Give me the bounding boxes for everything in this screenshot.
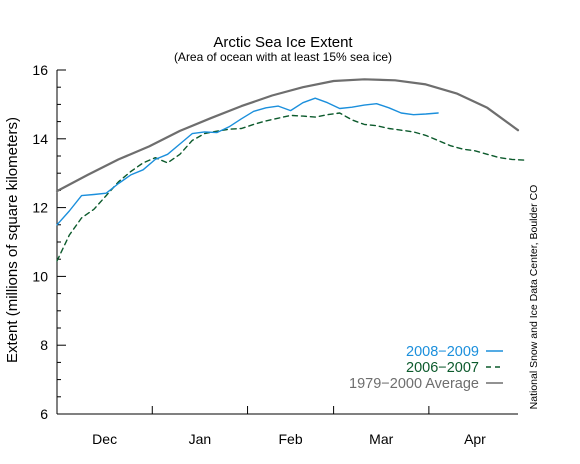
legend-label: 1979−2000 Average <box>349 376 479 392</box>
y-tick-label: 10 <box>32 268 48 284</box>
x-tick-label: Feb <box>279 431 303 447</box>
x-tick-label: Jan <box>189 431 212 447</box>
y-tick-label: 14 <box>32 131 48 147</box>
y-axis-ticks: 6 8 10 12 14 16 <box>32 62 66 422</box>
series-layer <box>55 78 525 262</box>
credit-text: National Snow and Ice Data Center, Bould… <box>528 185 540 410</box>
y-tick-label: 12 <box>32 200 48 216</box>
x-axis-ticks: Dec Jan Feb Mar Apr <box>92 406 486 447</box>
series-line-1 <box>56 97 439 226</box>
legend-label: 2008−2009 <box>406 344 479 360</box>
series-line-0 <box>55 78 520 193</box>
x-tick-label: Apr <box>464 431 486 447</box>
y-tick-label: 6 <box>40 406 48 422</box>
y-axis-label: Extent (millions of square kilometers) <box>4 117 21 363</box>
legend-label: 2006−2007 <box>406 360 479 376</box>
y-tick-label: 8 <box>40 337 48 353</box>
chart-subtitle: (Area of ocean with at least 15% sea ice… <box>174 50 392 64</box>
series-line-2 <box>56 112 525 262</box>
y-tick-label: 16 <box>32 62 48 78</box>
chart-title: Arctic Sea Ice Extent <box>213 34 353 51</box>
x-tick-label: Dec <box>92 431 117 447</box>
x-tick-label: Mar <box>369 431 393 447</box>
